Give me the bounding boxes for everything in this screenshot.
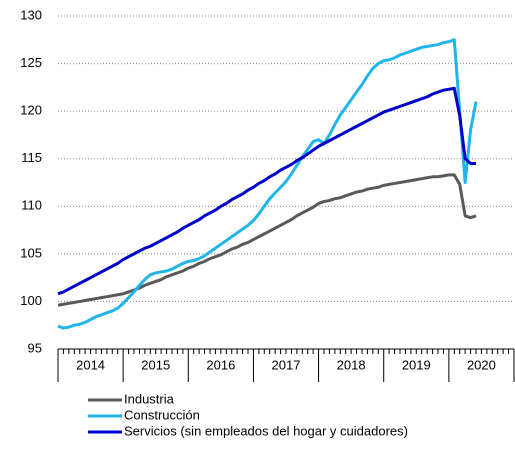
- legend-label: Servicios (sin empleados del hogar y cui…: [124, 423, 408, 438]
- x-tick-label: 2018: [337, 357, 366, 372]
- y-tick-label: 105: [20, 245, 42, 260]
- series-line: [57, 86, 477, 296]
- y-tick-label: 125: [20, 55, 42, 70]
- x-tick-label: 2017: [272, 357, 301, 372]
- legend-label: Industria: [124, 391, 175, 406]
- y-tick-label: 100: [20, 293, 42, 308]
- y-tick-label: 115: [21, 150, 42, 165]
- x-tick-label: 2015: [141, 357, 170, 372]
- y-tick-label: 110: [21, 198, 42, 213]
- x-tick-label: 2020: [467, 357, 496, 372]
- legend-label: Construcción: [124, 407, 200, 422]
- y-tick-label: 95: [28, 340, 42, 355]
- x-tick-label: 2019: [402, 357, 431, 372]
- x-tick-label: 2016: [206, 357, 235, 372]
- y-tick-label: 130: [20, 7, 42, 22]
- series-line: [57, 173, 477, 307]
- x-tick-label: 2014: [76, 357, 105, 372]
- series-line: [57, 38, 478, 330]
- y-tick-label: 120: [20, 103, 42, 118]
